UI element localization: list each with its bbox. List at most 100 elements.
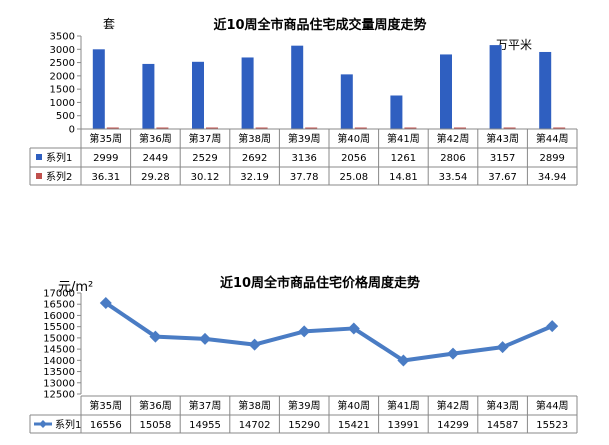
chart2-title: 近10周全市商品住宅价格周度走势: [219, 276, 421, 291]
chart1-ytick-label: 1500: [50, 85, 75, 96]
chart1-series2-value: 30.12: [191, 172, 220, 183]
chart2-series1-value: 15421: [338, 420, 370, 431]
chart1-series1-value: 2449: [143, 153, 168, 164]
chart1-bar-series2: [106, 127, 119, 129]
chart1-ytick-label: 2500: [50, 58, 75, 69]
chart1-category-label: 第41周: [387, 132, 420, 145]
chart1-bar-series2: [156, 127, 169, 129]
chart1-category-label: 第40周: [337, 132, 370, 145]
chart1-series1-value: 2529: [192, 153, 217, 164]
chart2-category-label: 第36周: [139, 399, 172, 412]
chart1-bar-series2: [503, 127, 516, 129]
chart1-ytick-label: 3000: [50, 45, 75, 56]
chart2-category-label: 第42周: [437, 399, 470, 412]
chart2-series1-point: [248, 338, 261, 351]
chart1-bar-series2: [305, 127, 318, 129]
chart2-ytick-label: 17000: [43, 289, 75, 300]
chart1-ytick-label: 3500: [50, 32, 75, 43]
chart1-bar-series1: [489, 45, 502, 129]
chart1-bar-series2: [454, 127, 466, 129]
chart1-category-label: 第44周: [536, 132, 569, 145]
chart1-category-label: 第35周: [89, 132, 122, 145]
chart1-bar-series1: [92, 49, 105, 129]
chart1-series2-value: 29.28: [141, 172, 170, 183]
chart2-category-label: 第37周: [189, 399, 222, 412]
chart2-series1-point: [199, 332, 211, 345]
chart1-category-label: 第38周: [238, 132, 271, 145]
chart1-bar-series1: [340, 74, 353, 129]
chart2-ytick-label: 16000: [43, 311, 75, 322]
chart1-series1-value: 2056: [341, 153, 366, 164]
chart2-legend-key-marker: [39, 420, 47, 428]
chart1-bar-series2: [255, 127, 268, 129]
chart2-series1-point: [149, 330, 162, 343]
chart2-category-label: 第44周: [536, 399, 569, 412]
chart1-series1-value: 2999: [93, 153, 118, 164]
chart2-ytick-label: 13500: [43, 367, 75, 378]
chart2-ytick-label: 14000: [43, 356, 75, 367]
chart1-series1-value: 3157: [490, 153, 515, 164]
chart1-bar-series1: [241, 57, 254, 130]
chart2-series1-value: 16556: [90, 420, 122, 431]
chart2-series1-value: 15058: [139, 420, 171, 431]
chart1-series1-value: 1261: [391, 153, 416, 164]
chart1-category-label: 第42周: [437, 132, 470, 145]
chart2-category-label: 第41周: [387, 399, 420, 412]
chart2-legend-series1: 系列1: [55, 418, 81, 431]
chart1-series1-value: 2806: [440, 153, 465, 164]
chart1-bar-series1: [390, 95, 403, 129]
chart1-series2-value: 37.67: [488, 172, 517, 183]
chart2-series1-value: 14955: [189, 420, 221, 431]
chart2-series1-line: [104, 301, 553, 363]
chart1-category-label: 第37周: [189, 132, 222, 145]
chart1-bar-series1: [291, 45, 304, 130]
chart1-legend-key-series1: [36, 154, 42, 160]
chart1-ytick-label: 0: [69, 125, 75, 136]
chart2-series1-point: [397, 354, 410, 367]
chart1-series2-value: 32.19: [240, 172, 269, 183]
chart2-ytick-label: 14500: [43, 345, 75, 356]
chart1-legend-key-series2: [36, 173, 42, 179]
chart1-y2label: 万平米: [496, 38, 533, 52]
chart2-ytick-label: 16500: [43, 300, 75, 311]
chart1-series1-value: 2899: [539, 153, 564, 164]
chart1-bar-series1: [440, 54, 452, 130]
chart2-series1-value: 15523: [536, 420, 568, 431]
chart1-bar-series2: [404, 127, 417, 129]
chart1-legend-series1: 系列1: [46, 151, 72, 164]
chart2-series1-point: [546, 320, 559, 333]
chart1-series1-value: 3136: [291, 153, 316, 164]
chart1-series2-value: 37.78: [290, 172, 319, 183]
chart2-ytick-label: 12500: [43, 390, 75, 401]
chart2-series1-value: 13991: [387, 420, 419, 431]
chart2-series1-point: [347, 322, 360, 335]
chart1-bar-series1: [142, 63, 155, 129]
chart1-category-label: 第39周: [288, 132, 321, 145]
chart1-bar-series2: [354, 127, 367, 129]
chart1-bar-series1: [192, 61, 204, 129]
chart1-series1-value: 2692: [242, 153, 267, 164]
chart2-series1-point: [496, 341, 509, 354]
chart1-title: 近10周全市商品住宅成交量周度走势: [213, 18, 427, 33]
chart1-series2-value: 34.94: [538, 172, 567, 183]
chart1-bar-series2: [553, 127, 566, 129]
chart1-ytick-label: 1000: [50, 98, 75, 109]
chart1-bar-series2: [206, 127, 218, 129]
chart2-series1-point: [447, 347, 459, 360]
chart2-ylabel: 元/m²: [58, 280, 94, 295]
chart2-ytick-label: 15000: [43, 333, 75, 344]
chart2-ytick-label: 13000: [43, 378, 75, 389]
chart1-series2-value: 14.81: [389, 172, 418, 183]
chart1-category-label: 第36周: [139, 132, 172, 145]
chart1-ytick-label: 500: [56, 111, 75, 122]
chart1-bar-series1: [539, 51, 552, 129]
chart1-series2-value: 25.08: [339, 172, 368, 183]
chart2-category-label: 第35周: [89, 399, 122, 412]
chart2-category-label: 第43周: [486, 399, 519, 412]
chart2-category-label: 第40周: [337, 399, 370, 412]
chart1-ylabel: 套: [103, 17, 116, 31]
chart1-ytick-label: 2000: [50, 71, 75, 82]
chart2-series1-point: [298, 325, 311, 338]
chart2-category-label: 第39周: [288, 399, 321, 412]
